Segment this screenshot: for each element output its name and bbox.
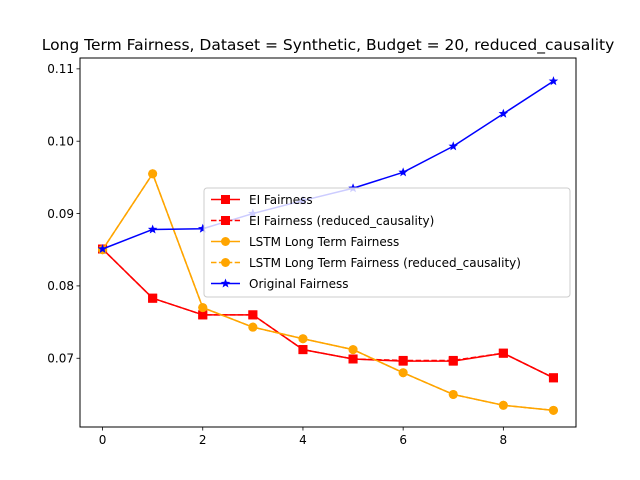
legend-item: Original Fairness <box>211 277 348 291</box>
legend-box <box>203 187 571 298</box>
data-point <box>148 169 158 179</box>
data-point <box>248 322 258 332</box>
x-tick-label: 4 <box>299 433 307 447</box>
data-point <box>198 303 208 313</box>
legend-item: LSTM Long Term Fairness <box>211 235 399 249</box>
y-tick-label: 0.10 <box>47 135 74 149</box>
chart-title: Long Term Fairness, Dataset = Synthetic,… <box>42 36 615 55</box>
x-tick-label: 0 <box>99 433 107 447</box>
legend-marker <box>221 237 230 246</box>
legend-label: EI Fairness (reduced_causality) <box>249 214 434 228</box>
legend-item: EI Fairness <box>211 193 313 207</box>
plot-frame <box>79 57 577 428</box>
plot-area <box>97 76 559 415</box>
y-tick-label: 0.09 <box>47 207 74 221</box>
x-tick-label: 2 <box>199 433 207 447</box>
data-point <box>398 355 408 365</box>
legend-marker <box>221 258 230 267</box>
x-tick-label: 6 <box>399 433 407 447</box>
y-tick-label: 0.07 <box>47 352 74 366</box>
x-axis: 0 2 4 6 8 <box>99 427 507 447</box>
data-point <box>97 244 108 254</box>
legend-marker <box>221 195 230 204</box>
y-tick-label: 0.11 <box>47 62 74 76</box>
data-point <box>348 354 358 364</box>
data-point <box>548 405 558 415</box>
data-point <box>398 167 408 177</box>
data-point <box>197 223 208 233</box>
data-point <box>448 355 458 365</box>
legend-item: EI Fairness (reduced_causality) <box>211 214 434 228</box>
legend-label: LSTM Long Term Fairness (reduced_causali… <box>249 256 521 270</box>
series-line <box>102 248 554 379</box>
series-line <box>101 173 554 412</box>
data-point <box>498 348 508 358</box>
data-point <box>348 345 358 355</box>
legend-label: LSTM Long Term Fairness <box>249 235 399 249</box>
data-point <box>198 310 208 320</box>
data-point <box>498 400 508 410</box>
data-point <box>548 373 558 383</box>
legend-label: Original Fairness <box>249 277 348 291</box>
y-axis: 0.07 0.08 0.09 0.10 0.11 <box>47 62 80 366</box>
legend-item: LSTM Long Term Fairness (reduced_causali… <box>211 256 521 270</box>
x-tick-label: 8 <box>500 433 508 447</box>
data-point <box>248 310 258 320</box>
data-point <box>147 224 158 234</box>
data-point <box>448 389 458 399</box>
data-point <box>498 108 509 118</box>
data-point <box>548 76 559 86</box>
legend-label: EI Fairness <box>249 193 313 207</box>
data-point <box>298 334 308 344</box>
y-tick-label: 0.08 <box>47 279 74 293</box>
legend: EI Fairness EI Fairness (reduced_causalit… <box>203 187 571 298</box>
legend-marker <box>221 216 230 225</box>
data-point <box>448 141 459 151</box>
data-point <box>148 293 158 303</box>
data-point <box>298 345 308 355</box>
series-4 <box>98 169 558 415</box>
legend-marker <box>220 278 231 288</box>
data-point <box>398 368 408 378</box>
